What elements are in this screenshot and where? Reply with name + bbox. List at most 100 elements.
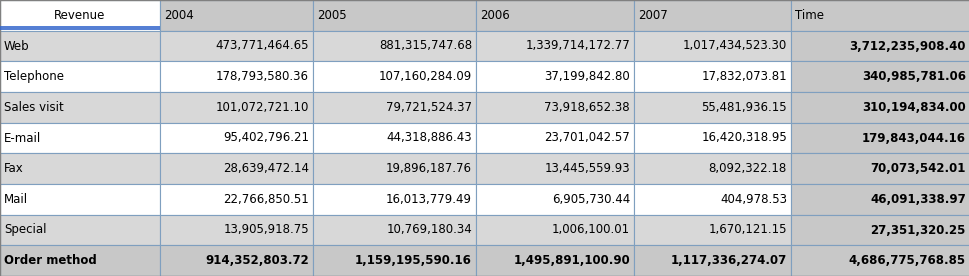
Bar [313,184,476,215]
Bar [476,61,634,92]
Text: 13,905,918.75: 13,905,918.75 [223,224,309,237]
Bar [0,153,160,184]
Text: Sales visit: Sales visit [4,101,64,114]
Bar [790,123,969,153]
Bar [476,215,634,245]
Text: 70,073,542.01: 70,073,542.01 [870,162,965,175]
Text: 23,701,042.57: 23,701,042.57 [544,131,629,145]
Text: Mail: Mail [4,193,28,206]
Bar [160,153,313,184]
Bar [160,123,313,153]
Bar [634,153,790,184]
Bar [313,92,476,123]
Text: 178,793,580.36: 178,793,580.36 [216,70,309,83]
Text: 310,194,834.00: 310,194,834.00 [861,101,965,114]
Text: Fax: Fax [4,162,23,175]
Text: 3,712,235,908.40: 3,712,235,908.40 [849,39,965,52]
Bar [634,123,790,153]
Text: 17,832,073.81: 17,832,073.81 [701,70,786,83]
Bar [313,215,476,245]
Bar [790,92,969,123]
Text: 16,013,779.49: 16,013,779.49 [386,193,472,206]
Text: Order method: Order method [4,254,97,267]
Text: 107,160,284.09: 107,160,284.09 [378,70,472,83]
Text: 55,481,936.15: 55,481,936.15 [701,101,786,114]
Bar [790,245,969,276]
Text: 19,896,187.76: 19,896,187.76 [386,162,472,175]
Text: 37,199,842.80: 37,199,842.80 [544,70,629,83]
Bar [790,153,969,184]
Bar [476,184,634,215]
Bar [313,61,476,92]
Bar [313,31,476,61]
Text: 2007: 2007 [638,9,667,22]
Text: 95,402,796.21: 95,402,796.21 [223,131,309,145]
Bar [160,92,313,123]
Bar [634,215,790,245]
Text: 73,918,652.38: 73,918,652.38 [544,101,629,114]
Bar [476,123,634,153]
Bar [634,184,790,215]
Bar [790,184,969,215]
Bar [634,61,790,92]
Bar [0,31,160,61]
Text: 6,905,730.44: 6,905,730.44 [551,193,629,206]
Text: 101,072,721.10: 101,072,721.10 [215,101,309,114]
Text: Telephone: Telephone [4,70,64,83]
Bar [160,245,313,276]
Bar [313,153,476,184]
Text: 2004: 2004 [164,9,194,22]
Text: 10,769,180.34: 10,769,180.34 [386,224,472,237]
Text: 404,978.53: 404,978.53 [719,193,786,206]
Bar [634,31,790,61]
Text: 473,771,464.65: 473,771,464.65 [215,39,309,52]
Text: 1,017,434,523.30: 1,017,434,523.30 [682,39,786,52]
Bar [313,245,476,276]
Text: E-mail: E-mail [4,131,42,145]
Bar [0,123,160,153]
Bar [476,245,634,276]
Bar [790,0,969,31]
Text: Time: Time [795,9,823,22]
Bar [476,153,634,184]
Text: 1,339,714,172.77: 1,339,714,172.77 [524,39,629,52]
Text: 1,159,195,590.16: 1,159,195,590.16 [355,254,472,267]
Text: 28,639,472.14: 28,639,472.14 [223,162,309,175]
Bar [790,215,969,245]
Bar [313,0,476,31]
Bar [0,184,160,215]
Text: 16,420,318.95: 16,420,318.95 [701,131,786,145]
Text: 44,318,886.43: 44,318,886.43 [386,131,472,145]
Bar [476,0,634,31]
Bar [790,61,969,92]
Text: 22,766,850.51: 22,766,850.51 [223,193,309,206]
Text: 4,686,775,768.85: 4,686,775,768.85 [848,254,965,267]
Bar [0,215,160,245]
Text: 340,985,781.06: 340,985,781.06 [861,70,965,83]
Text: 1,117,336,274.07: 1,117,336,274.07 [670,254,786,267]
Bar [0,0,160,31]
Bar [634,0,790,31]
Bar [160,61,313,92]
Text: Special: Special [4,224,47,237]
Text: 79,721,524.37: 79,721,524.37 [386,101,472,114]
Bar [0,245,160,276]
Text: Revenue: Revenue [54,9,106,22]
Text: 2005: 2005 [317,9,346,22]
Bar [0,61,160,92]
Bar [0,92,160,123]
Text: 27,351,320.25: 27,351,320.25 [870,224,965,237]
Bar [313,123,476,153]
Bar [476,31,634,61]
Bar [634,92,790,123]
Bar [160,184,313,215]
Text: 179,843,044.16: 179,843,044.16 [861,131,965,145]
Text: 8,092,322.18: 8,092,322.18 [708,162,786,175]
Bar [160,0,313,31]
Bar [160,215,313,245]
Text: 1,006,100.01: 1,006,100.01 [551,224,629,237]
Bar [160,31,313,61]
Text: 1,670,121.15: 1,670,121.15 [707,224,786,237]
Text: 1,495,891,100.90: 1,495,891,100.90 [513,254,629,267]
Text: 881,315,747.68: 881,315,747.68 [379,39,472,52]
